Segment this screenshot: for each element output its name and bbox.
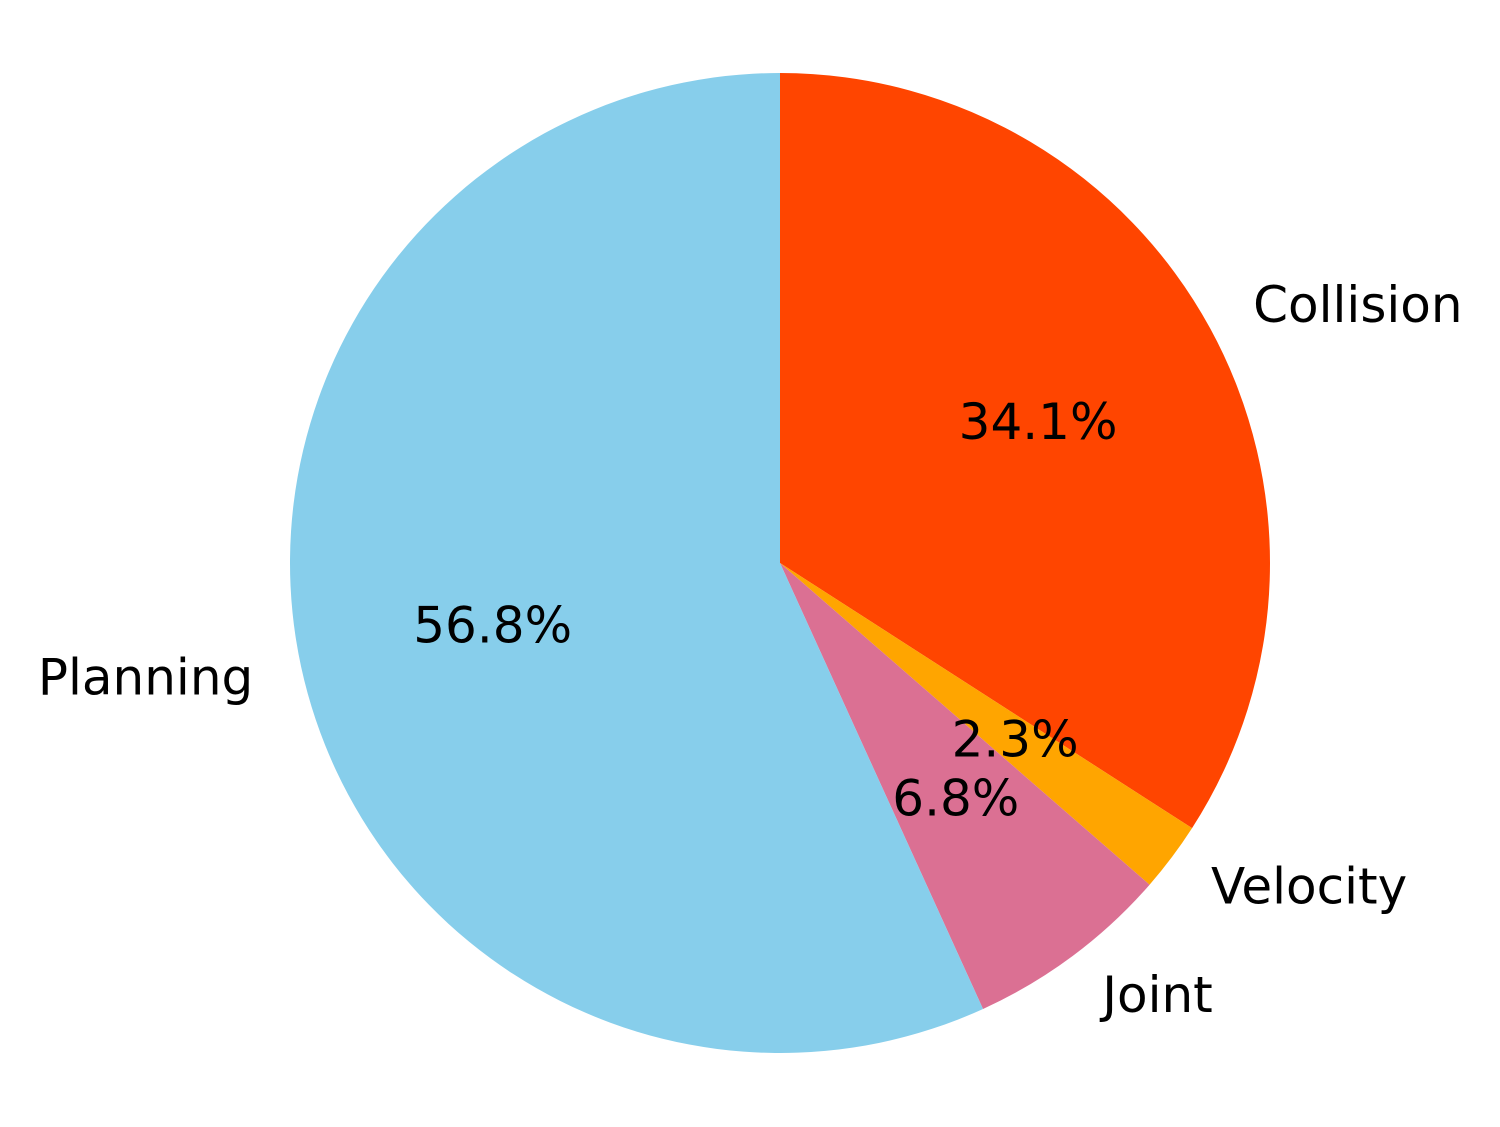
pct-label-collision: 34.1% <box>959 393 1118 451</box>
pct-label-planning: 56.8% <box>413 596 572 654</box>
pie-slice-collision <box>780 73 1270 829</box>
pct-label-joint: 6.8% <box>892 770 1019 828</box>
pie-labels: Collision 34.1% Velocity 2.3% Joint 6.8% Plann… <box>38 276 1463 1024</box>
pie-slice-planning <box>289 73 984 1054</box>
pct-label-velocity: 2.3% <box>952 711 1079 769</box>
slice-label-planning: Planning <box>38 648 253 706</box>
slice-label-joint: Joint <box>1099 966 1213 1024</box>
pie-slices <box>289 73 1270 1054</box>
slice-label-velocity: Velocity <box>1211 858 1407 916</box>
pie-slice-joint <box>780 563 1150 1009</box>
slice-label-collision: Collision <box>1253 276 1462 334</box>
pie-slice-velocity <box>780 563 1193 885</box>
